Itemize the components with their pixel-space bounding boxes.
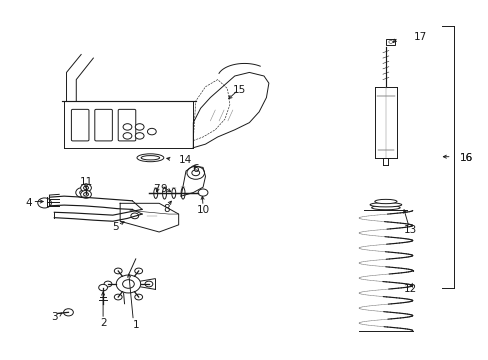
Text: 2: 2 [100, 319, 106, 328]
Ellipse shape [154, 188, 158, 198]
Text: 16: 16 [459, 153, 472, 163]
Circle shape [80, 190, 85, 195]
Circle shape [147, 129, 156, 135]
Ellipse shape [371, 206, 399, 210]
Ellipse shape [181, 188, 184, 199]
Text: 15: 15 [232, 85, 246, 95]
Text: 12: 12 [403, 284, 416, 294]
Text: 5: 5 [112, 222, 119, 231]
Circle shape [81, 184, 91, 192]
Circle shape [145, 281, 153, 287]
Ellipse shape [369, 203, 401, 207]
FancyBboxPatch shape [386, 39, 394, 45]
Text: 10: 10 [196, 206, 209, 216]
Circle shape [123, 124, 132, 130]
Ellipse shape [162, 188, 166, 199]
Ellipse shape [374, 199, 396, 204]
Text: 7: 7 [153, 184, 160, 194]
Circle shape [191, 170, 199, 176]
Text: 11: 11 [79, 177, 92, 187]
Text: 17: 17 [412, 32, 426, 41]
Circle shape [104, 281, 112, 287]
Ellipse shape [137, 154, 163, 162]
Circle shape [123, 133, 132, 139]
Circle shape [135, 268, 142, 274]
Circle shape [114, 294, 122, 300]
Circle shape [135, 124, 144, 130]
FancyBboxPatch shape [118, 109, 136, 141]
Ellipse shape [171, 188, 175, 198]
FancyBboxPatch shape [95, 109, 112, 141]
Circle shape [76, 188, 89, 198]
Text: 6: 6 [192, 164, 199, 174]
Circle shape [135, 133, 144, 139]
Circle shape [131, 213, 139, 219]
Circle shape [135, 294, 142, 300]
Text: 14: 14 [178, 155, 191, 165]
Circle shape [83, 186, 88, 190]
Circle shape [122, 280, 134, 288]
Ellipse shape [141, 156, 159, 160]
Circle shape [186, 166, 204, 179]
Circle shape [114, 268, 122, 274]
Circle shape [81, 190, 91, 198]
Circle shape [116, 275, 141, 293]
Text: 1: 1 [133, 320, 139, 330]
Circle shape [83, 193, 88, 196]
Circle shape [99, 284, 107, 291]
Text: 16: 16 [459, 153, 472, 163]
Text: 4: 4 [25, 198, 32, 208]
Text: 13: 13 [403, 225, 416, 235]
Circle shape [63, 309, 73, 316]
Circle shape [198, 189, 207, 196]
Circle shape [38, 198, 51, 208]
Circle shape [388, 41, 392, 43]
Text: 9: 9 [161, 184, 167, 194]
Text: 3: 3 [51, 312, 58, 322]
Text: 8: 8 [163, 204, 169, 214]
FancyBboxPatch shape [71, 109, 89, 141]
